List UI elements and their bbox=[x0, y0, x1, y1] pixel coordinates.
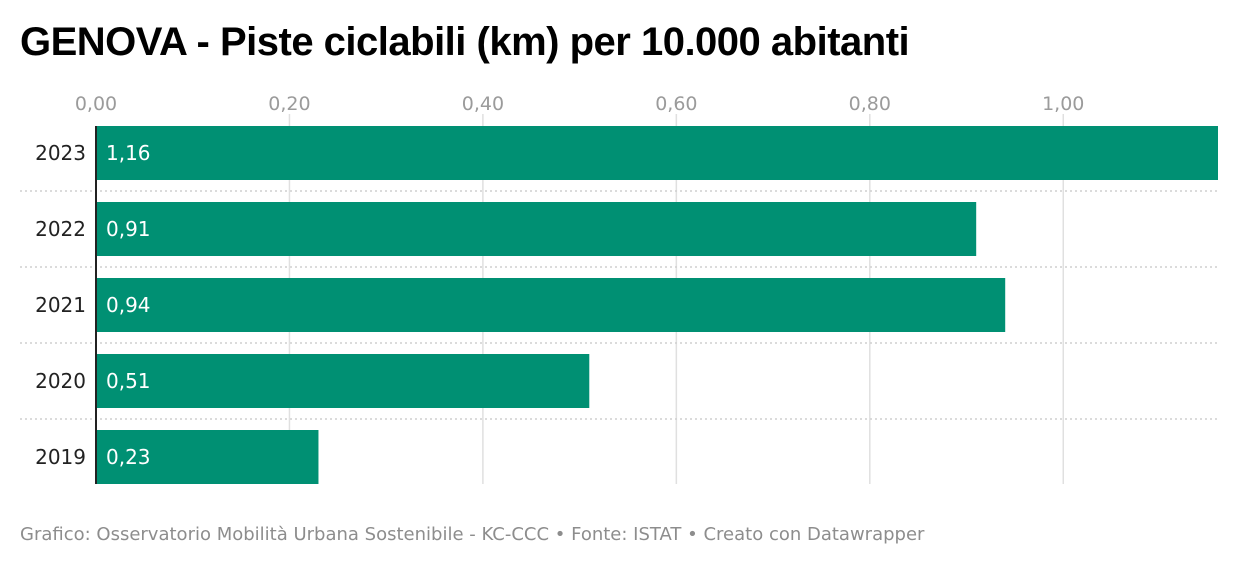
x-tick-label: 0,00 bbox=[75, 93, 117, 115]
x-tick-label: 0,80 bbox=[849, 93, 891, 115]
chart-footer: Grafico: Osservatorio Mobilità Urbana So… bbox=[20, 524, 925, 545]
category-label: 2022 bbox=[35, 217, 86, 241]
bar bbox=[96, 354, 590, 408]
x-tick-label: 0,40 bbox=[462, 93, 504, 115]
bar bbox=[96, 202, 977, 256]
category-label: 2023 bbox=[35, 141, 86, 165]
data-label: 0,51 bbox=[106, 369, 151, 393]
data-label: 1,16 bbox=[106, 141, 151, 165]
bar bbox=[96, 126, 1218, 180]
x-tick-label: 0,20 bbox=[268, 93, 310, 115]
category-label: 2021 bbox=[35, 293, 86, 317]
bar bbox=[96, 278, 1006, 332]
data-label: 0,23 bbox=[106, 445, 151, 469]
x-tick-label: 0,60 bbox=[655, 93, 697, 115]
data-label: 0,94 bbox=[106, 293, 151, 317]
chart-title: GENOVA - Piste ciclabili (km) per 10.000… bbox=[20, 20, 910, 64]
data-label: 0,91 bbox=[106, 217, 151, 241]
x-tick-label: 1,00 bbox=[1042, 93, 1084, 115]
category-label: 2019 bbox=[35, 445, 86, 469]
category-label: 2020 bbox=[35, 369, 86, 393]
bar bbox=[96, 430, 319, 484]
